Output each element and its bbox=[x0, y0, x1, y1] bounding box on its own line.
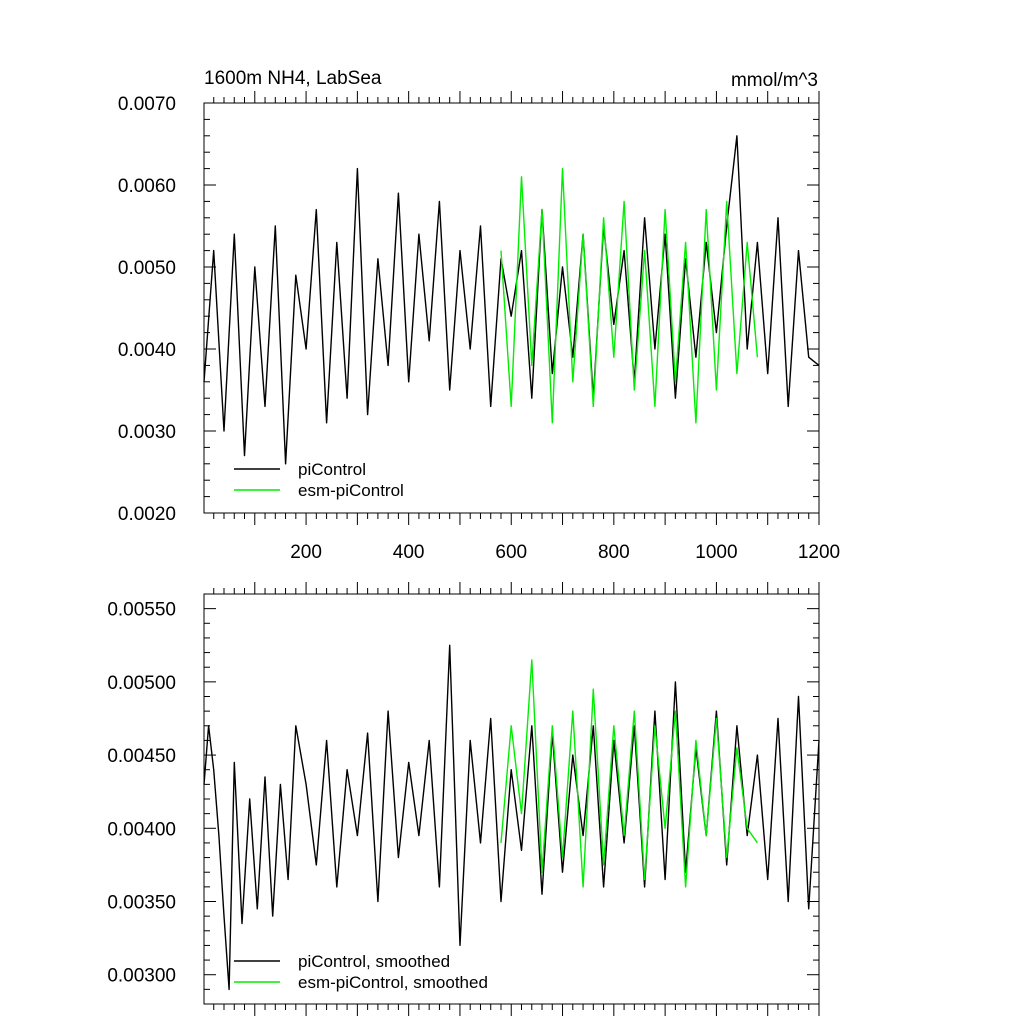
top-panel-ticks: 0.0020 0.0030 0.0040 0.0050 0.0060 0.0070 200 4… bbox=[118, 91, 840, 563]
top-panel: 1600m NH4, LabSea mmol/m^3 0.00200.00300… bbox=[118, 68, 840, 563]
legend-label-esm-picontrol: esm-piControl bbox=[298, 481, 404, 500]
y-tick-label: 0.00500 bbox=[107, 673, 176, 694]
bottom-series-esm-picontrol-line bbox=[500, 659, 758, 888]
top-panel-legend: piControl esm-piControl bbox=[234, 460, 404, 500]
top-panel-title: 1600m NH4, LabSea bbox=[204, 68, 382, 89]
y-tick-label: 0.0070 bbox=[118, 94, 176, 115]
y-tick-label: 0.00400 bbox=[107, 819, 176, 840]
y-tick-label: 0.00300 bbox=[107, 966, 176, 987]
top-panel-units: mmol/m^3 bbox=[731, 70, 818, 91]
top-series-picontrol-line bbox=[203, 135, 820, 465]
y-tick-label: 0.00350 bbox=[107, 893, 176, 914]
bottom-panel-legend: piControl, smoothed esm-piControl, smoot… bbox=[234, 952, 488, 992]
top-panel-lines bbox=[203, 135, 820, 465]
y-tick-label: 0.0030 bbox=[118, 422, 176, 443]
top-series-esm-picontrol-line bbox=[500, 167, 759, 424]
x-tick-label: 1000 bbox=[695, 542, 737, 563]
legend-label-picontrol-smoothed: piControl, smoothed bbox=[298, 952, 450, 971]
bottom-panel-frame bbox=[203, 593, 820, 1005]
legend-label-picontrol: piControl bbox=[298, 460, 366, 479]
y-tick-label: 0.00550 bbox=[107, 600, 176, 621]
bottom-panel: 0.00300 0.00350 0.00400 0.00450 0.00500 0.005… bbox=[107, 582, 820, 1016]
x-tick-label: 1200 bbox=[798, 542, 840, 563]
top-panel-frame bbox=[203, 102, 820, 514]
y-tick-label: 0.0040 bbox=[118, 340, 176, 361]
bottom-panel-ticks: 0.00300 0.00350 0.00400 0.00450 0.00500 0.005… bbox=[107, 582, 820, 1016]
y-tick-label: 0.0060 bbox=[118, 176, 176, 197]
bottom-panel-lines bbox=[203, 644, 820, 991]
x-tick-label: 200 bbox=[290, 542, 322, 563]
x-tick-label: 800 bbox=[598, 542, 630, 563]
y-tick-label: 0.0020 bbox=[118, 504, 176, 525]
x-tick-label: 400 bbox=[393, 542, 425, 563]
y-tick-label: 0.00450 bbox=[107, 746, 176, 767]
bottom-series-picontrol-line bbox=[203, 644, 820, 991]
legend-label-esm-picontrol-smoothed: esm-piControl, smoothed bbox=[298, 973, 488, 992]
x-tick-label: 600 bbox=[495, 542, 527, 563]
y-tick-label: 0.0050 bbox=[118, 258, 176, 279]
